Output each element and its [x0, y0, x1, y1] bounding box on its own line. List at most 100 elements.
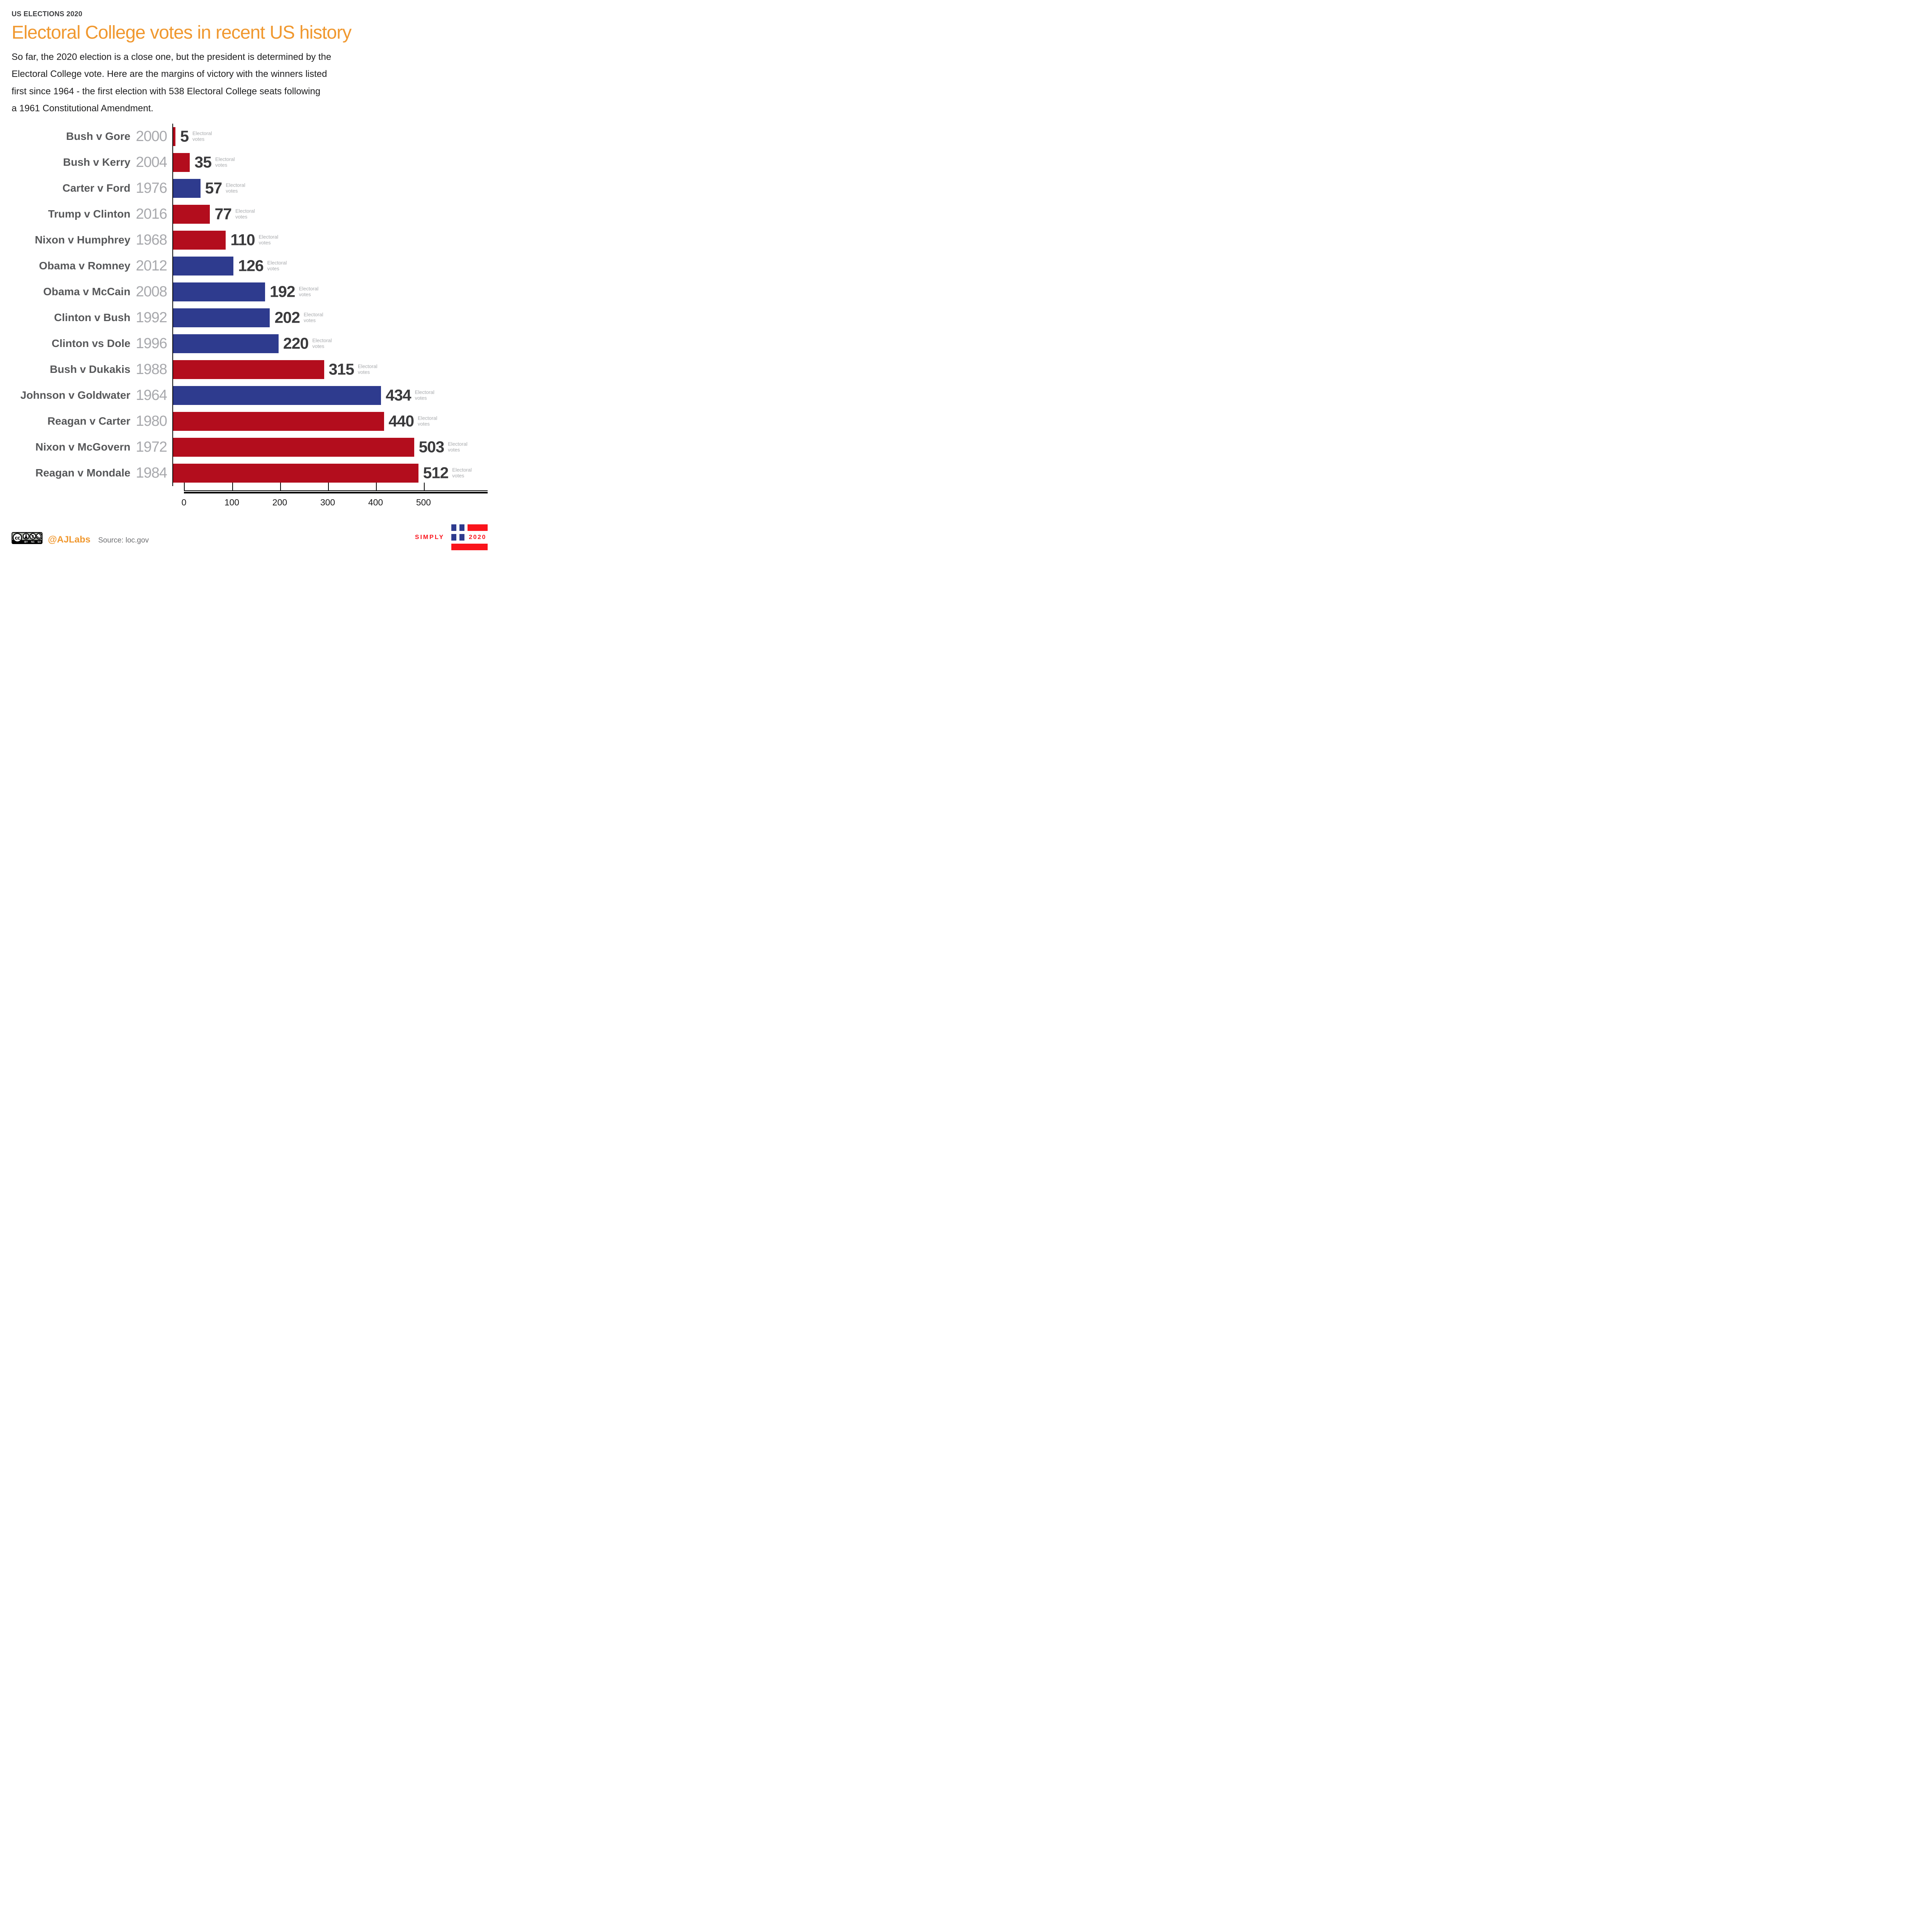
cc-license-badge: cc $: [12, 532, 43, 544]
bar-johnson-v-goldwater: [173, 386, 381, 405]
row-label: Nixon v McGovern 1972: [12, 434, 172, 460]
x-axis-tickstrip: [184, 482, 488, 491]
row-label: Obama v Romney 2012: [12, 253, 172, 279]
footer: cc $: [12, 524, 488, 550]
row-plot: 434 Electoral votes: [172, 382, 488, 408]
row-plot: 110 Electoral votes: [172, 227, 488, 253]
votes-value: 110: [230, 231, 255, 249]
votes-value: 503: [418, 438, 444, 456]
value-group: 503 Electoral votes: [419, 438, 468, 456]
matchup-label: Carter v Ford: [62, 182, 131, 194]
intro-line: a 1961 Constitutional Amendment.: [12, 103, 153, 114]
row-plot: 57 Electoral votes: [172, 175, 488, 201]
votes-unit-label: Electoral votes: [312, 337, 332, 349]
year-label: 1964: [136, 387, 167, 403]
matchup-label: Nixon v Humphrey: [35, 234, 131, 246]
row-label: Nixon v Humphrey 1968: [12, 227, 172, 253]
value-group: 5 Electoral votes: [180, 128, 212, 146]
row-plot: 512 Electoral votes: [172, 460, 488, 486]
row-plot: 35 Electoral votes: [172, 149, 488, 175]
bar-nixon-v-humphrey: [173, 230, 226, 250]
value-group: 35 Electoral votes: [194, 153, 235, 172]
row-plot: 126 Electoral votes: [172, 253, 488, 279]
votes-value: 57: [205, 179, 223, 197]
x-tick: [280, 482, 281, 490]
votes-unit-label: Electoral votes: [418, 415, 437, 427]
cc-by-person-icon: [22, 533, 30, 540]
bar-reagan-v-carter: [173, 412, 384, 431]
x-tick: [424, 482, 425, 490]
value-group: 434 Electoral votes: [386, 386, 434, 405]
chart-row: Clinton v Bush 1992 202 Electoral votes: [12, 304, 488, 331]
value-group: 57 Electoral votes: [205, 179, 245, 197]
svg-text:cc: cc: [15, 535, 20, 541]
matchup-label: Clinton vs Dole: [51, 337, 131, 350]
row-label: Trump v Clinton 2016: [12, 201, 172, 227]
votes-value: 315: [328, 360, 354, 378]
votes-value: 35: [194, 153, 212, 171]
votes-value: 5: [180, 127, 189, 145]
votes-unit-label: Electoral votes: [415, 389, 435, 401]
row-plot: 440 Electoral votes: [172, 408, 488, 434]
votes-value: 220: [283, 334, 309, 352]
row-label: Bush v Dukakis 1988: [12, 357, 172, 383]
x-tick-label: 100: [224, 497, 240, 507]
credit-handle: @AJLabs: [48, 534, 91, 545]
x-axis-labels: 0 100 200 300 400 500: [181, 493, 488, 511]
votes-value: 434: [386, 386, 411, 404]
votes-unit-label: Electoral votes: [267, 260, 287, 272]
bar-bush-v-dukakis: [173, 360, 324, 379]
bar-bush-v-gore: [173, 127, 176, 146]
votes-value: 202: [274, 308, 300, 327]
logo-blue-square: [451, 524, 456, 531]
votes-unit-label: Electoral votes: [452, 467, 472, 479]
chart-row: Nixon v Humphrey 1968 110 Electoral votes: [12, 227, 488, 253]
votes-unit-label: Electoral votes: [215, 156, 235, 168]
source-label: Source: loc.gov: [98, 536, 149, 544]
x-axis: 0 100 200 300 400 500: [181, 482, 488, 511]
votes-unit-label: Electoral votes: [303, 311, 323, 323]
votes-value: 126: [238, 257, 264, 275]
intro-line: first since 1964 - the first election wi…: [12, 86, 321, 97]
chart-rows: Bush v Gore 2000 5 Electoral votes Bush v Ker…: [12, 123, 488, 486]
cc-by-label: BY: [24, 541, 28, 544]
year-label: 1992: [136, 309, 167, 326]
bar-obama-v-mccain: [173, 282, 265, 301]
year-label: 1996: [136, 335, 167, 352]
logo-red-stripe-bottom: [451, 544, 488, 550]
bar-bush-v-kerry: [173, 153, 190, 172]
page-title: Electoral College votes in recent US his…: [12, 22, 352, 43]
matchup-label: Bush v Dukakis: [49, 363, 131, 376]
x-tick-label: 0: [181, 497, 187, 507]
year-label: 2012: [136, 257, 167, 274]
year-label: 1984: [136, 464, 167, 481]
x-tick-label: 500: [416, 497, 431, 507]
year-label: 2000: [136, 128, 167, 145]
year-label: 2016: [136, 206, 167, 222]
bar-nixon-v-mcgovern: [173, 437, 414, 457]
matchup-label: Nixon v McGovern: [35, 441, 131, 453]
chart-row: Clinton vs Dole 1996 220 Electoral votes: [12, 330, 488, 357]
cc-icon: cc: [12, 533, 22, 543]
cc-sa-share-alike-icon: [36, 533, 43, 540]
logo-word: SIMPLY: [415, 534, 444, 541]
bar-trump-v-clinton: [173, 204, 210, 224]
x-tick-label: 200: [272, 497, 287, 507]
bar-reagan-v-mondale: [173, 463, 418, 483]
value-group: 315 Electoral votes: [329, 361, 378, 379]
kicker: US ELECTIONS 2020: [12, 10, 83, 18]
row-plot: 315 Electoral votes: [172, 356, 488, 383]
row-label: Reagan v Carter 1980: [12, 408, 172, 434]
votes-value: 440: [388, 412, 414, 430]
row-label: Obama v McCain 2008: [12, 279, 172, 305]
votes-value: 192: [270, 282, 295, 301]
bar-obama-v-romney: [173, 256, 234, 276]
row-label: Carter v Ford 1976: [12, 175, 172, 201]
votes-value: 77: [214, 205, 232, 223]
year-label: 1988: [136, 361, 167, 378]
bar-carter-v-ford: [173, 179, 201, 198]
chart-row: Johnson v Goldwater 1964 434 Electoral votes: [12, 382, 488, 408]
votes-unit-label: Electoral votes: [226, 182, 245, 194]
year-label: 1980: [136, 413, 167, 429]
chart-row: Bush v Dukakis 1988 315 Electoral votes: [12, 356, 488, 383]
